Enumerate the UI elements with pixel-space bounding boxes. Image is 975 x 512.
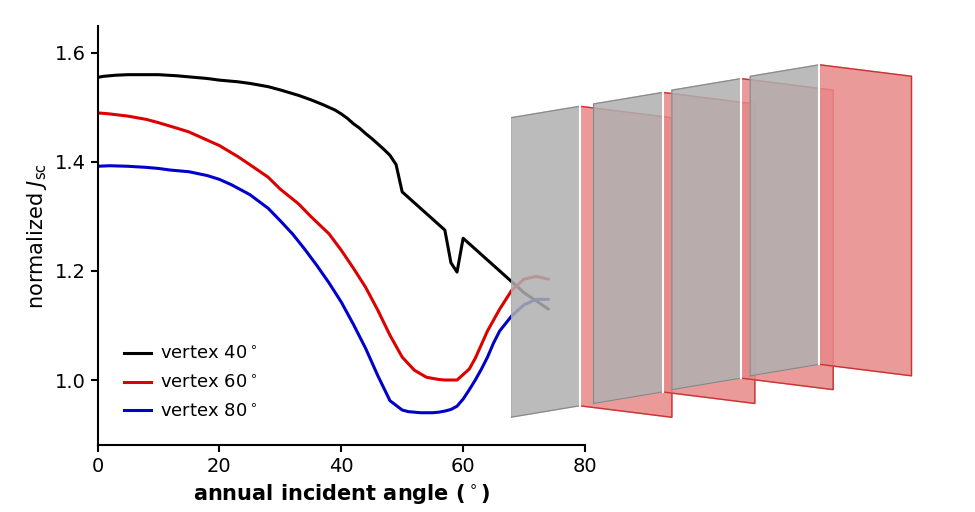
Y-axis label: normalized $\it{J}$$_{\rm{sc}}$: normalized $\it{J}$$_{\rm{sc}}$ (25, 162, 49, 309)
Polygon shape (594, 92, 663, 403)
X-axis label: annual incident angle ($^\circ$): annual incident angle ($^\circ$) (193, 482, 489, 506)
Polygon shape (819, 65, 912, 376)
Polygon shape (741, 78, 834, 390)
Polygon shape (511, 106, 580, 417)
Polygon shape (580, 106, 672, 417)
Legend: vertex 40$^\circ$, vertex 60$^\circ$, vertex 80$^\circ$: vertex 40$^\circ$, vertex 60$^\circ$, ve… (116, 338, 264, 428)
Polygon shape (663, 92, 755, 403)
Polygon shape (750, 65, 819, 376)
Polygon shape (672, 78, 741, 390)
